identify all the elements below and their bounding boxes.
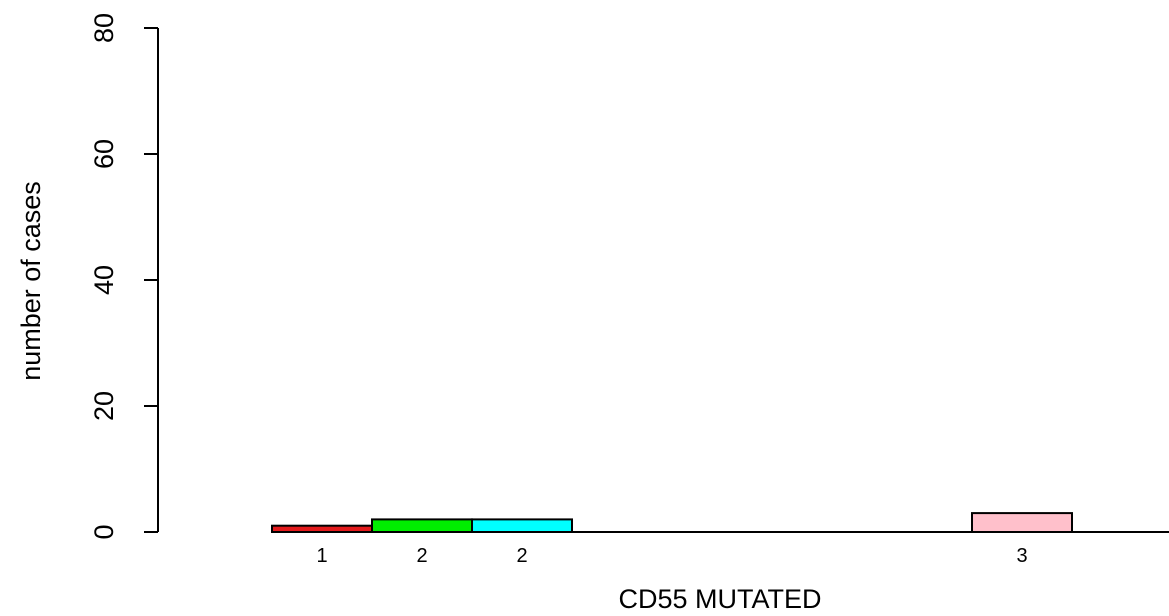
y-axis: 0 20 40 60 80 <box>89 13 159 540</box>
bar <box>371 518 473 534</box>
bar <box>471 518 573 534</box>
bar-label: 3 <box>1016 545 1027 567</box>
bar-labels-group: 1 2 2 3 <box>316 545 1027 567</box>
x-axis-label: CD55 MUTATED <box>618 584 821 614</box>
y-axis-label: number of cases <box>16 181 46 381</box>
bars-group <box>271 512 1073 534</box>
bar <box>971 512 1073 533</box>
y-tick-label: 80 <box>89 13 119 43</box>
y-tick-label: 60 <box>89 139 119 169</box>
y-tick-label: 20 <box>89 391 119 421</box>
bar-label: 2 <box>516 545 527 567</box>
bar-label: 1 <box>316 545 327 567</box>
y-tick-label: 0 <box>89 524 119 539</box>
y-tick-label: 40 <box>89 265 119 295</box>
bar-label: 2 <box>416 545 427 567</box>
